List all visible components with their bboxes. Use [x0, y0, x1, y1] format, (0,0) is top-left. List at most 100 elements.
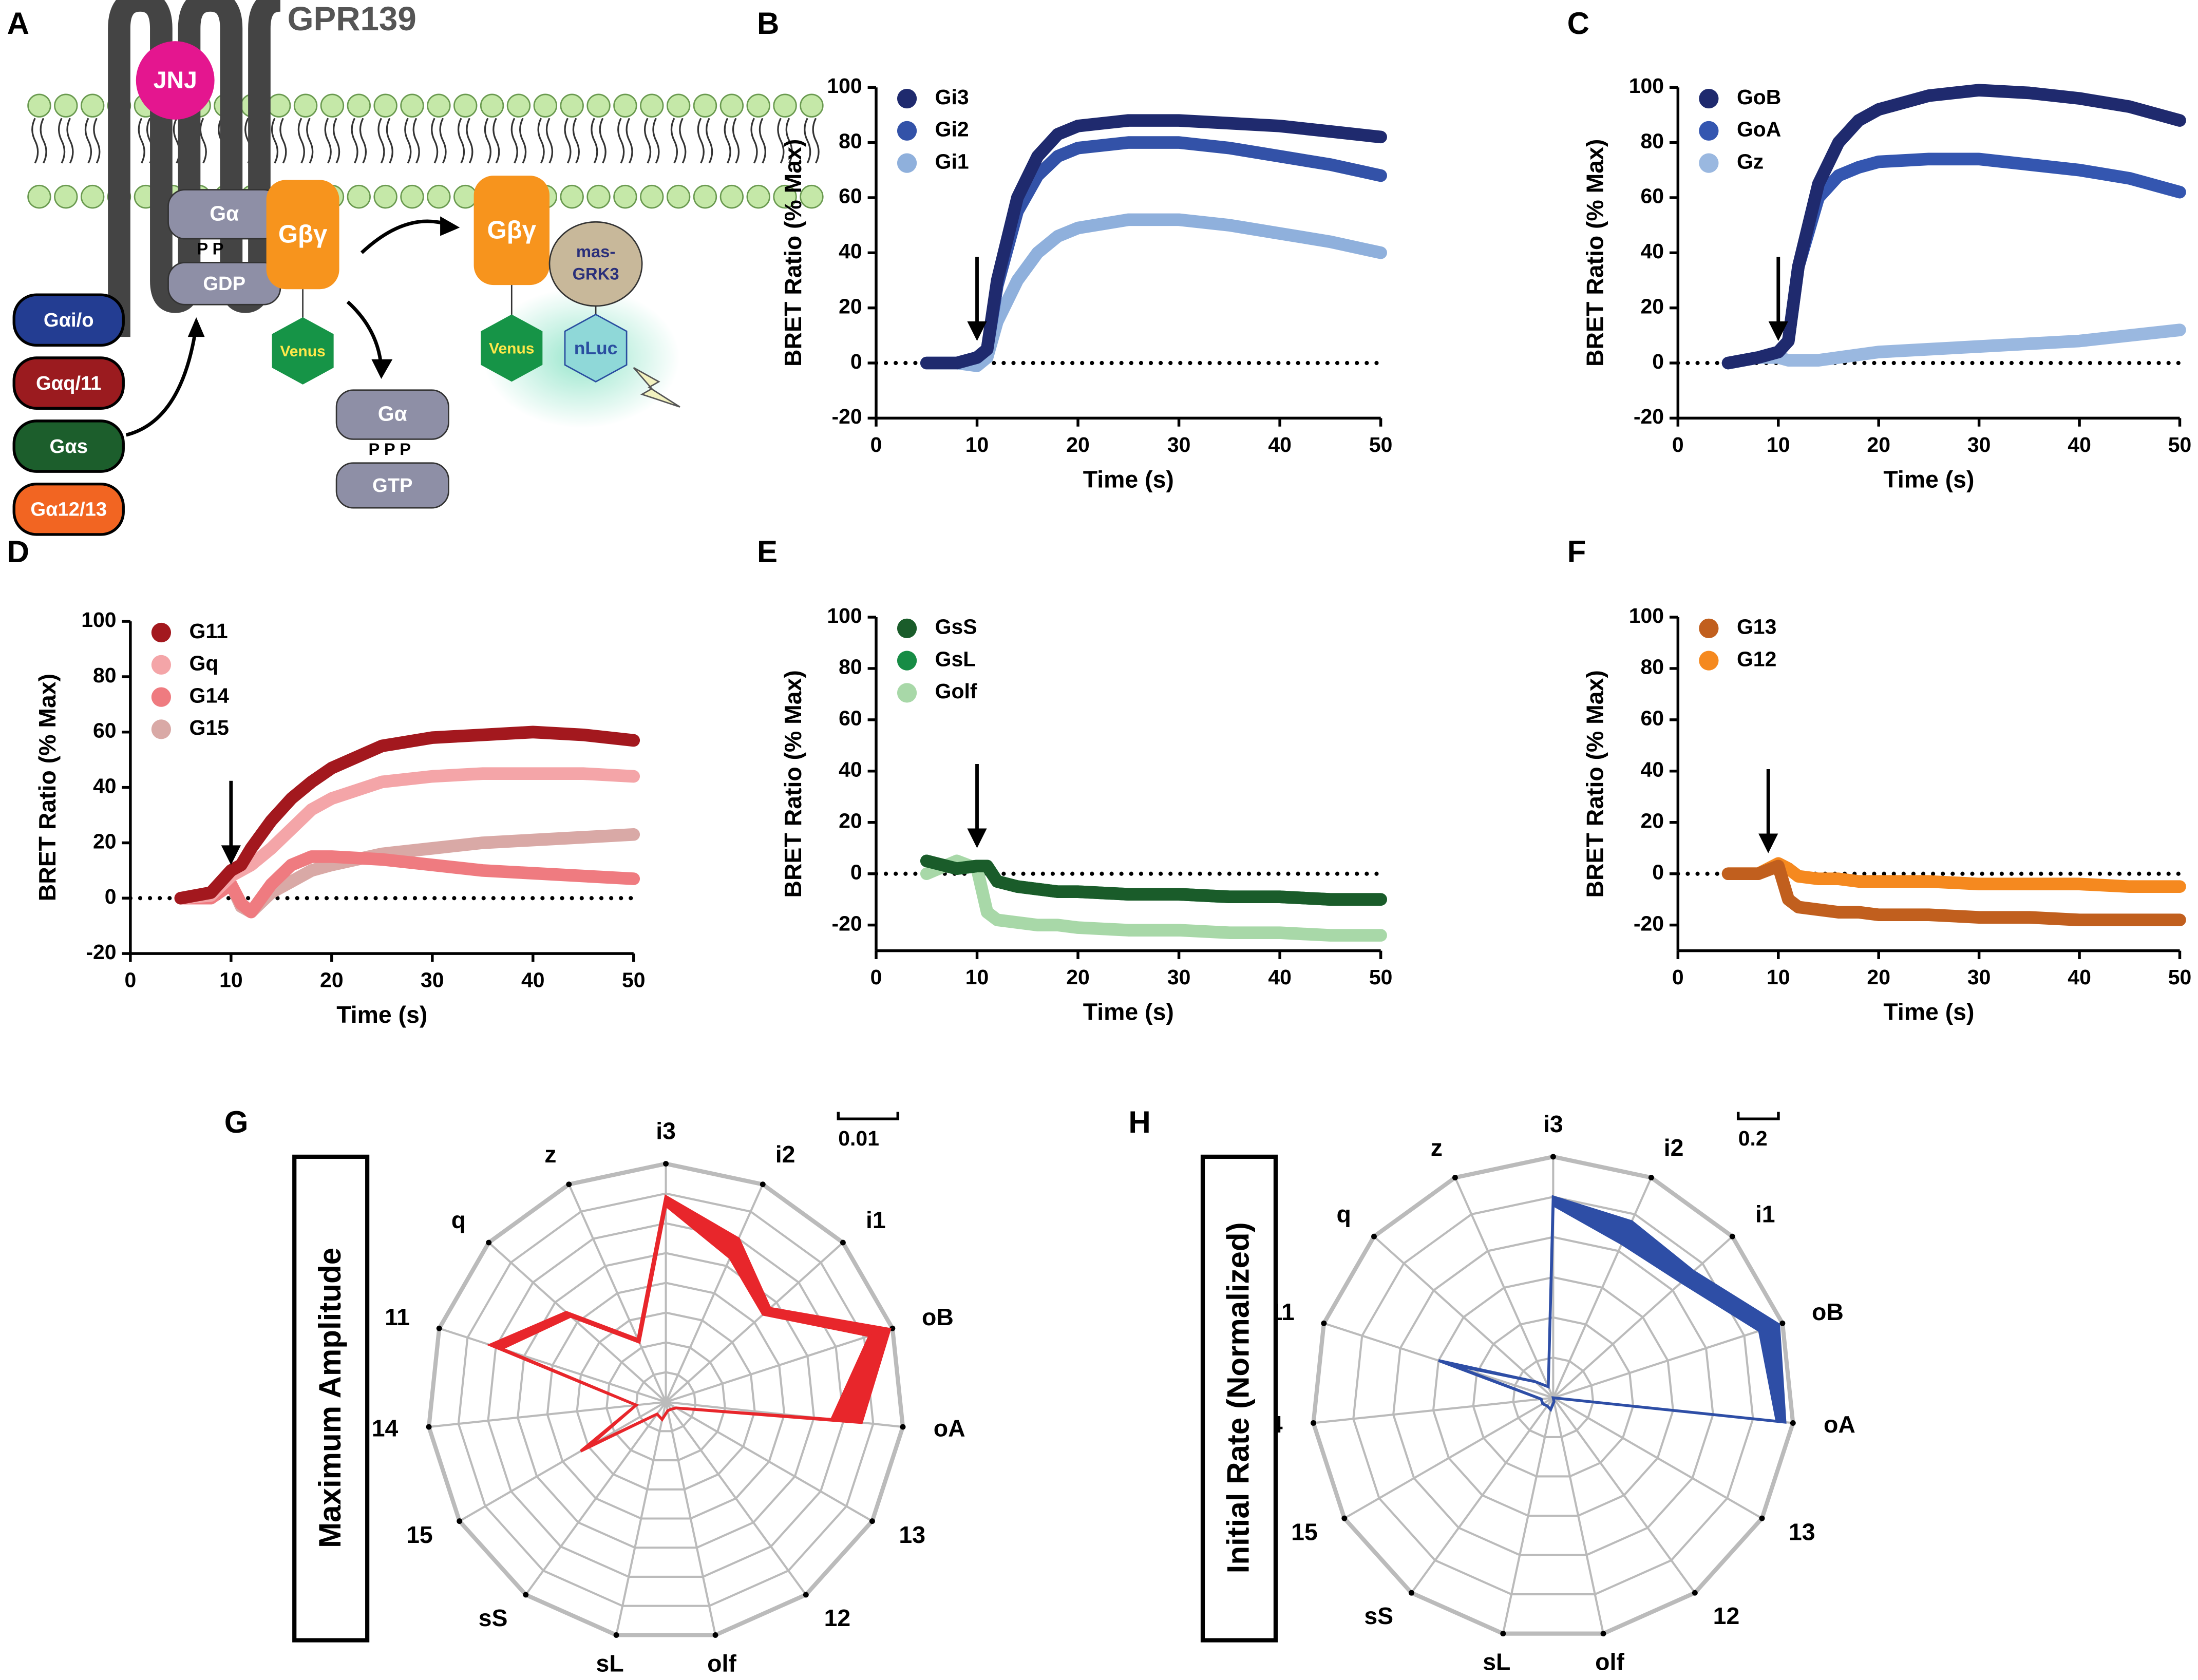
y-axis-label: BRET Ratio (% Max)	[780, 139, 806, 367]
spoke-tip	[1692, 1590, 1698, 1596]
x-tick-label: 10	[1767, 433, 1790, 456]
spoke	[665, 1401, 807, 1596]
legend-label: G11	[189, 619, 228, 643]
y-tick-label: -20	[832, 911, 862, 935]
y-tick-label: 80	[93, 663, 117, 687]
spoke	[665, 1327, 893, 1403]
lipid-head	[347, 184, 371, 209]
y-axis-label: BRET Ratio (% Max)	[34, 674, 61, 901]
x-tick-label: 30	[421, 968, 444, 992]
spoke-tip	[1759, 1515, 1765, 1521]
y-tick-label: 0	[850, 350, 862, 373]
spoke-tip	[426, 1424, 432, 1430]
legend-label: Golf	[935, 679, 977, 703]
lipid-head	[54, 184, 78, 209]
y-tick-label: 60	[839, 707, 862, 730]
spoke	[1552, 1177, 1653, 1399]
legend-marker	[1699, 618, 1719, 638]
spoke-tip	[1790, 1420, 1796, 1426]
lipid-tail	[670, 118, 687, 164]
x-tick-label: 50	[2168, 433, 2192, 456]
lipid-head	[719, 184, 744, 209]
axis-label: oA	[934, 1415, 965, 1442]
lipid-tail	[297, 118, 314, 164]
lipid-tail	[377, 118, 393, 164]
spoke-tip	[1341, 1515, 1348, 1521]
legend-label: GsL	[935, 647, 976, 671]
x-tick-label: 0	[124, 968, 136, 992]
axis-label: i1	[866, 1207, 886, 1233]
spoke-tip	[1600, 1631, 1606, 1637]
grid-ring	[1432, 1276, 1674, 1517]
grid-ring	[1311, 1154, 1795, 1636]
axis-label: i2	[775, 1141, 795, 1168]
lipid-head	[400, 184, 424, 209]
lipid-head	[427, 184, 451, 209]
axis-label: sS	[1364, 1602, 1393, 1629]
axis-label: 13	[1789, 1518, 1815, 1545]
y-tick-label: 100	[1629, 604, 1664, 627]
spoke-tip	[900, 1424, 906, 1430]
y-tick-label: -20	[832, 405, 862, 428]
arrowhead	[440, 216, 460, 236]
stimulus-arrowhead	[967, 828, 987, 848]
radar-band	[486, 1194, 892, 1453]
y-axis-label: BRET Ratio (% Max)	[1581, 139, 1608, 367]
grid-ring	[605, 1341, 727, 1462]
ligand-label: JNJ	[154, 67, 197, 93]
x-axis-label: Time (s)	[1083, 999, 1174, 1025]
x-axis-label: Time (s)	[1883, 466, 1974, 492]
g-beta-gamma	[473, 176, 550, 285]
lipid-tail	[484, 118, 500, 164]
panel-label: H	[1128, 1105, 1150, 1139]
stimulus-arrowhead	[1768, 321, 1788, 341]
legend-marker	[151, 622, 172, 643]
lipid-head	[453, 184, 478, 209]
spoke	[615, 1402, 667, 1635]
lipid-head	[373, 93, 397, 118]
spoke-tip	[1779, 1320, 1786, 1326]
x-tick-label: 30	[1167, 433, 1191, 456]
axis-label: oB	[922, 1304, 954, 1330]
axis-label: i2	[1664, 1134, 1684, 1161]
axis-label: 13	[899, 1521, 925, 1548]
g-alpha-label: Gα	[210, 201, 239, 225]
y-tick-label: 60	[839, 184, 862, 208]
spoke	[1552, 1397, 1605, 1634]
spoke	[1502, 1397, 1555, 1634]
x-tick-label: 10	[1767, 965, 1790, 989]
x-axis-label: Time (s)	[336, 1001, 427, 1028]
panel-label: B	[757, 6, 779, 41]
lipid-tail	[58, 118, 74, 164]
lipid-head	[80, 184, 105, 209]
legend-label: G15	[189, 716, 229, 739]
spoke	[665, 1242, 844, 1403]
spoke	[1454, 1177, 1555, 1399]
x-axis-label: Time (s)	[1083, 466, 1174, 492]
series-line	[1721, 860, 2186, 926]
lipid-head	[373, 184, 397, 209]
venus	[272, 317, 334, 385]
lipid-head	[480, 93, 504, 118]
x-tick-label: 50	[2168, 965, 2192, 989]
g-beta-gamma-label: Gβγ	[278, 221, 328, 249]
spoke	[459, 1401, 667, 1522]
y-tick-label: 80	[1640, 655, 1664, 679]
grid-ring	[576, 1311, 756, 1491]
panel-label: G	[224, 1105, 249, 1139]
spoke	[665, 1402, 717, 1635]
scale-bar-label: 0.2	[1738, 1127, 1768, 1150]
x-tick-label: 10	[965, 433, 989, 456]
x-tick-label: 20	[1066, 965, 1090, 989]
family-pill	[12, 293, 125, 347]
y-tick-label: 100	[827, 604, 862, 627]
spoke-tip	[486, 1239, 492, 1246]
lipid-head	[560, 184, 584, 209]
series-line	[1721, 84, 2186, 370]
gdp-label: GDP	[203, 273, 245, 295]
axis-label: oB	[1812, 1299, 1844, 1325]
gtp-label: GTP	[372, 474, 413, 497]
axis-label: 12	[824, 1605, 851, 1631]
lipid-head	[586, 93, 611, 118]
arrow	[125, 325, 198, 437]
